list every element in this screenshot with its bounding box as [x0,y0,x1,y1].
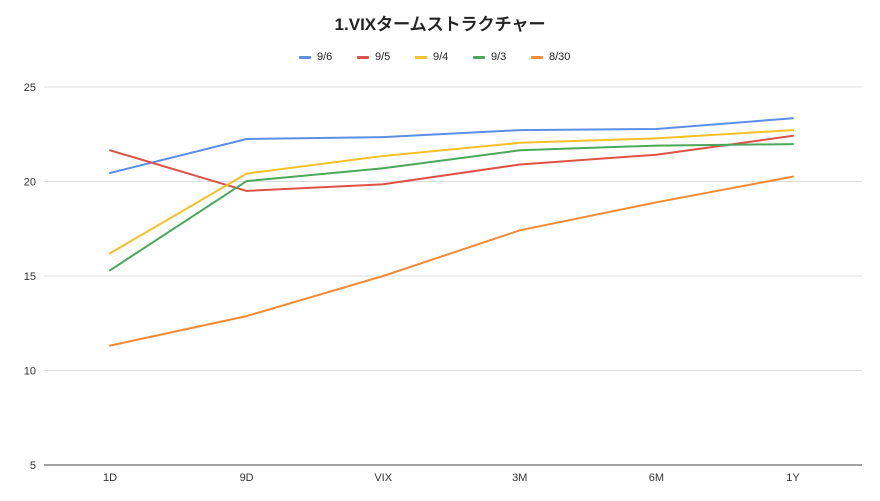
chart-title: 1.VIXタームストラクチャー [335,15,546,34]
y-tick-label: 15 [24,271,36,283]
series-line-9-3 [109,143,794,272]
y-tick-label: 5 [30,460,36,472]
legend-swatch [299,56,311,59]
y-tick-label: 25 [24,82,36,94]
legend-item-9-4[interactable]: 9/4 [415,51,448,63]
x-tick-label: 1D [103,472,117,484]
y-axis-ticks: 5 10 15 20 25 [24,82,36,472]
y-tick-label: 20 [24,177,36,189]
legend-label: 9/3 [491,51,506,63]
legend-label: 9/5 [375,51,390,63]
legend: 9/6 9/5 9/4 9/3 8/30 [299,51,570,63]
legend-item-8-30[interactable]: 8/30 [531,51,570,63]
series-line-9-6 [109,117,794,174]
legend-item-9-5[interactable]: 9/5 [357,51,390,63]
series-line-9-5 [109,134,794,192]
legend-swatch [473,56,485,59]
legend-item-9-3[interactable]: 9/3 [473,51,506,63]
legend-item-9-6[interactable]: 9/6 [299,51,332,63]
y-tick-label: 10 [24,366,36,378]
x-tick-label: VIX [374,472,392,484]
legend-label: 9/6 [317,51,332,63]
legend-label: 8/30 [549,51,570,63]
x-tick-label: 3M [512,472,527,484]
series-line-8-30 [109,175,794,347]
x-axis-ticks: 1D 9D VIX 3M 6M 1Y [103,472,800,484]
series-line-9-4 [109,129,794,255]
grid-lines [44,86,862,466]
legend-swatch [531,56,543,59]
x-tick-label: 9D [240,472,254,484]
series-lines [109,117,794,347]
legend-swatch [415,56,427,59]
x-tick-label: 6M [649,472,664,484]
legend-label: 9/4 [433,51,448,63]
x-tick-label: 1Y [786,472,800,484]
legend-swatch [357,56,369,59]
